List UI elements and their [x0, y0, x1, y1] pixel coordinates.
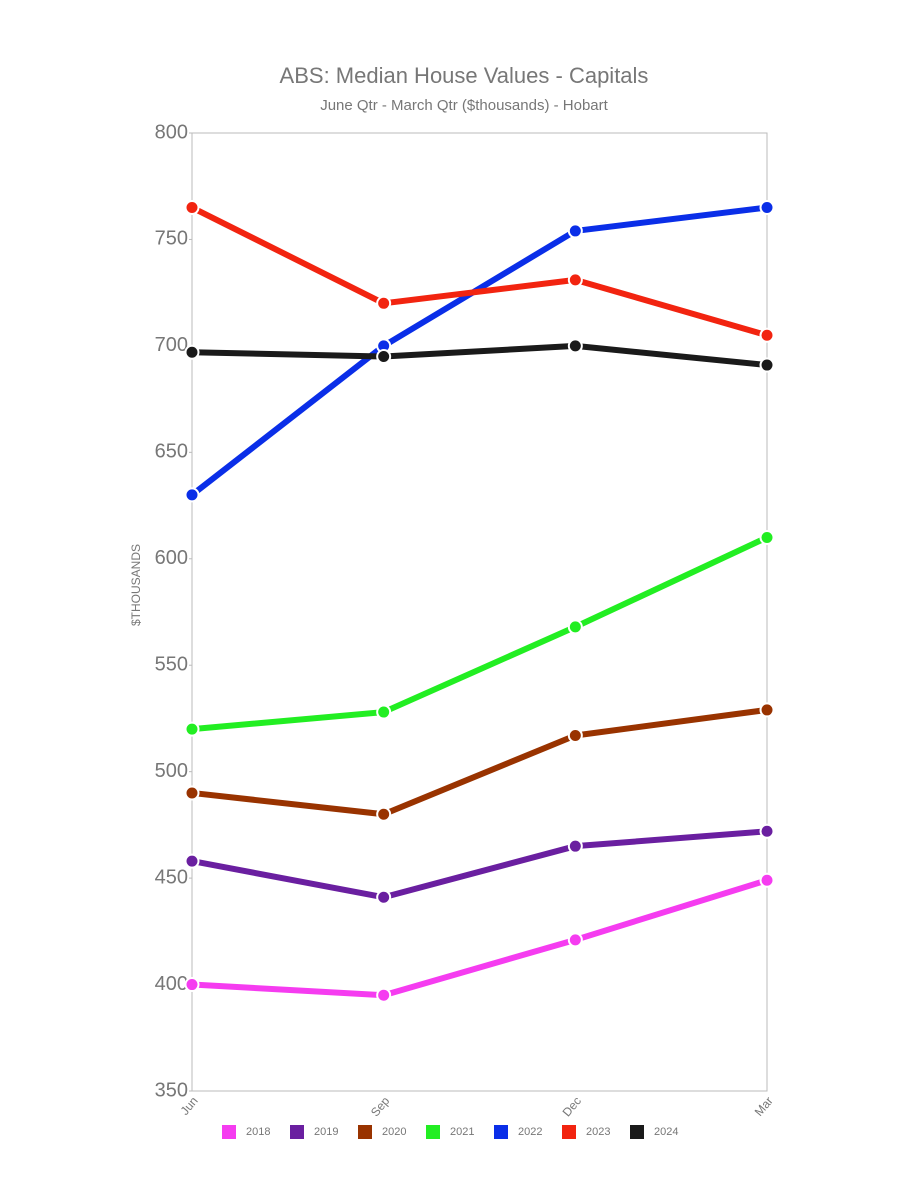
legend-swatch: [290, 1125, 304, 1139]
y-tick-label: 650: [155, 441, 188, 463]
data-point: [567, 272, 583, 288]
legend-swatch: [562, 1125, 576, 1139]
data-point: [184, 721, 200, 737]
legend-label: 2023: [586, 1126, 610, 1138]
data-point: [376, 704, 392, 720]
x-tick-label: Dec: [560, 1094, 584, 1119]
legend-swatch: [222, 1125, 236, 1139]
data-point: [759, 200, 775, 216]
data-point: [759, 823, 775, 839]
legend-label: 2020: [382, 1126, 406, 1138]
y-tick-label: 450: [155, 866, 188, 888]
data-point: [759, 702, 775, 718]
data-point: [376, 889, 392, 905]
data-point: [567, 838, 583, 854]
data-point: [567, 338, 583, 354]
data-point: [567, 727, 583, 743]
legend-label: 2022: [518, 1126, 542, 1138]
legend-label: 2019: [314, 1126, 338, 1138]
legend-label: 2018: [246, 1126, 270, 1138]
legend-swatch: [426, 1125, 440, 1139]
series-line: [190, 204, 768, 339]
data-point: [376, 295, 392, 311]
y-tick-label: 700: [155, 334, 188, 356]
data-point: [567, 619, 583, 635]
legend-label: 2021: [450, 1126, 474, 1138]
data-point: [759, 529, 775, 545]
data-point: [184, 487, 200, 503]
y-tick-label: 550: [155, 654, 188, 676]
data-point: [759, 872, 775, 888]
data-point: [184, 977, 200, 993]
legend-swatch: [494, 1125, 508, 1139]
data-point: [567, 932, 583, 948]
series-line: [191, 342, 768, 369]
y-tick-label: 500: [155, 760, 188, 782]
data-point: [376, 987, 392, 1003]
legend-label: 2024: [654, 1126, 678, 1138]
data-point: [567, 223, 583, 239]
x-tick-label: Mar: [752, 1094, 776, 1119]
legend-swatch: [630, 1125, 644, 1139]
y-axis-label: $THOUSANDS: [129, 544, 143, 626]
chart-subtitle: June Qtr - March Qtr ($thousands) - Hoba…: [320, 97, 608, 114]
legend-swatch: [358, 1125, 372, 1139]
series-line: [191, 534, 769, 733]
y-tick-label: 600: [155, 547, 188, 569]
data-point: [376, 806, 392, 822]
y-tick-label: 400: [155, 973, 188, 995]
series-line: [191, 877, 768, 999]
data-point: [184, 200, 200, 216]
data-point: [759, 327, 775, 343]
y-tick-label: 750: [155, 228, 188, 250]
data-point: [376, 349, 392, 365]
data-point: [184, 853, 200, 869]
series-line: [191, 706, 768, 818]
y-tick-label: 350: [155, 1079, 188, 1101]
series-line: [191, 828, 768, 901]
data-point: [184, 785, 200, 801]
chart-title: ABS: Median House Values - Capitals: [280, 63, 649, 88]
x-tick-label: Sep: [368, 1094, 393, 1120]
plot-frame: [191, 132, 768, 1092]
series-line: [190, 204, 768, 498]
data-point: [184, 344, 200, 360]
y-tick-label: 800: [155, 121, 188, 143]
data-point: [759, 357, 775, 373]
